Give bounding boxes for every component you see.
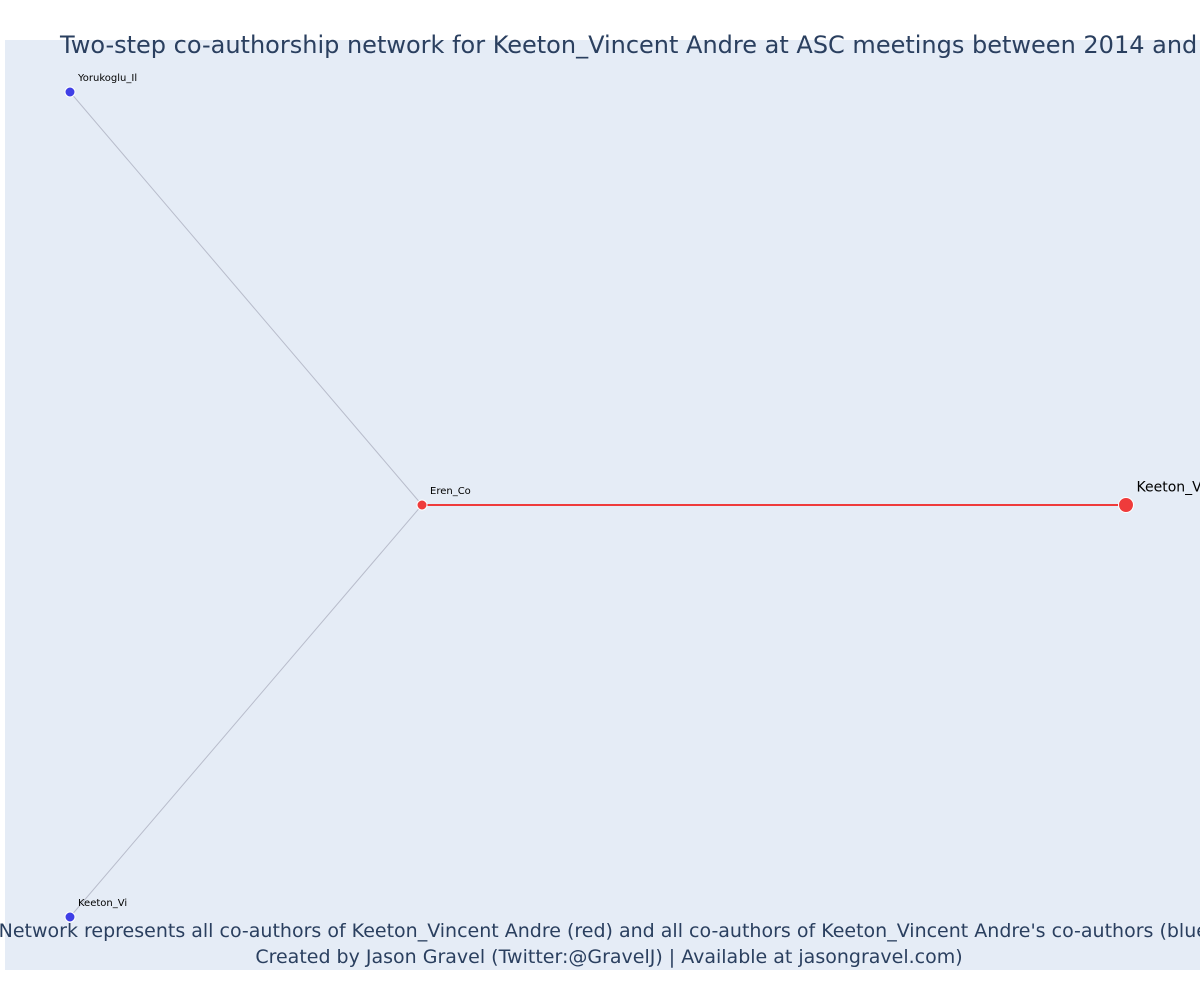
node-label: Keeton_Vi <box>78 898 127 909</box>
node-label: Keeton_V <box>1137 480 1200 496</box>
edge <box>69 504 423 918</box>
title: Two-step co-authorship network for Keeto… <box>59 31 1200 59</box>
edge <box>69 91 423 506</box>
edges <box>69 91 1126 918</box>
node <box>1118 497 1134 513</box>
footer-line: Created by Jason Gravel (Twitter:@Gravel… <box>255 946 962 968</box>
node-label: Yorukoglu_Il <box>77 73 137 84</box>
node-label: Eren_Co <box>430 486 471 497</box>
nodes: Yorukoglu_Il Eren_Co Keeton_V Keeton_Vi <box>64 73 1200 923</box>
node <box>64 911 76 923</box>
footer-line: Network represents all co-authors of Kee… <box>0 920 1200 942</box>
node <box>416 499 428 511</box>
node <box>64 86 76 98</box>
